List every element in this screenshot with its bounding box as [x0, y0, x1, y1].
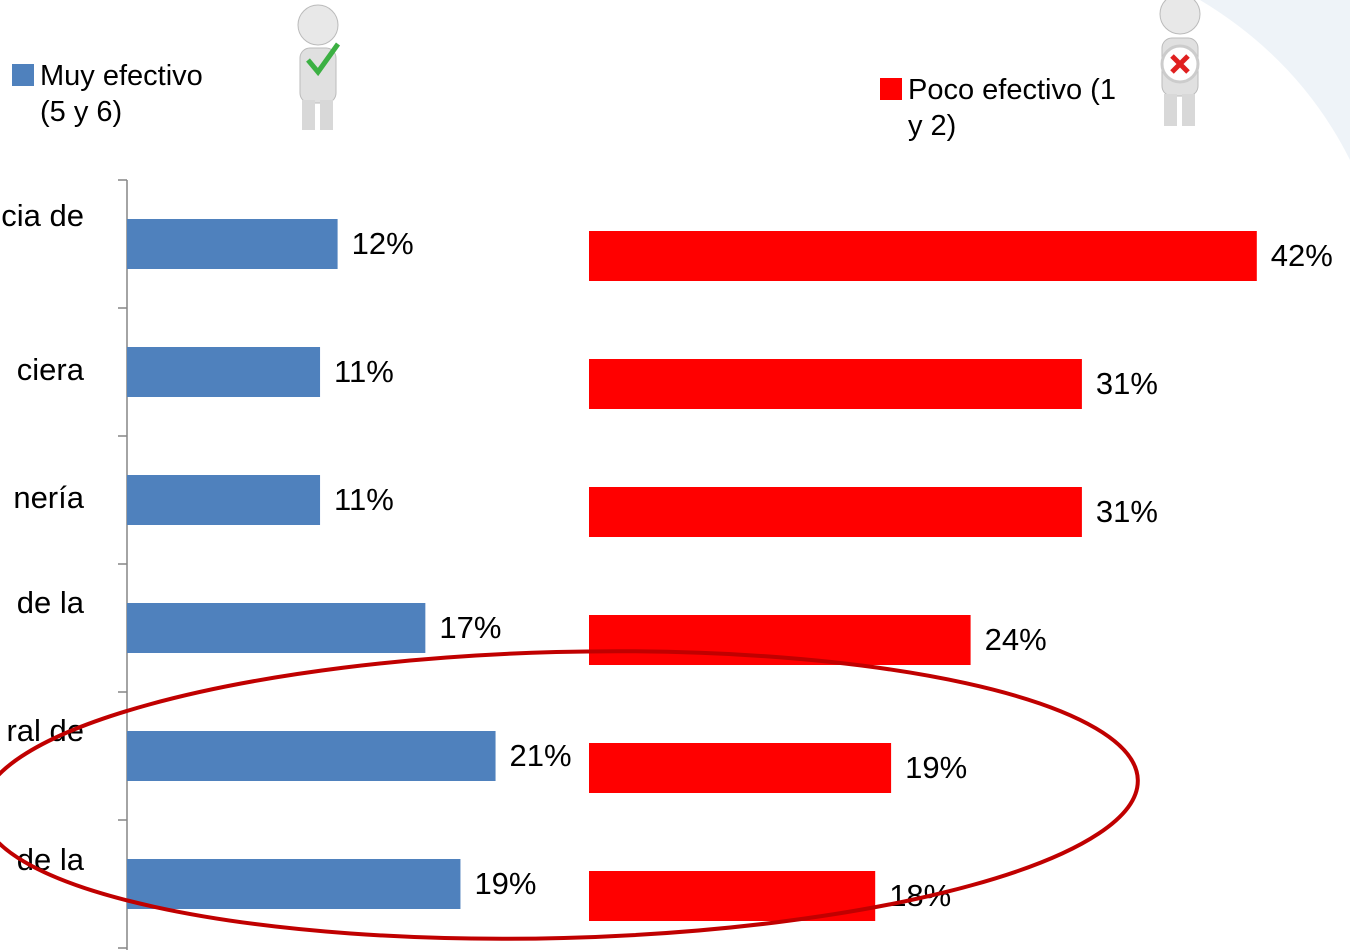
- value-label: 19%: [905, 750, 967, 785]
- legend-label: Muy efectivo (5 y 6): [40, 60, 203, 128]
- figure-check: [297, 4, 341, 130]
- legend-swatch: [12, 64, 34, 86]
- category-label: ciera: [17, 352, 85, 387]
- decor: [1200, 0, 1350, 160]
- value-label: 11%: [334, 354, 394, 389]
- bar: [127, 859, 461, 909]
- value-label: 31%: [1096, 494, 1158, 529]
- bar: [589, 231, 1257, 281]
- bar: [589, 487, 1082, 537]
- bar: [589, 743, 892, 793]
- value-label: 42%: [1271, 238, 1333, 273]
- category-label: nería: [13, 480, 84, 515]
- bar: [589, 359, 1082, 409]
- value-label: 24%: [985, 622, 1047, 657]
- bar: [127, 347, 321, 397]
- bar: [127, 731, 496, 781]
- value-label: 19%: [474, 866, 536, 901]
- bar: [127, 475, 321, 525]
- figure-cross: [1159, 0, 1201, 126]
- highlight-ellipse: [0, 649, 1140, 941]
- bar: [589, 871, 876, 921]
- category-label: de la: [17, 842, 85, 877]
- legend-label: Poco efectivo (1 y 2): [908, 74, 1116, 142]
- value-label: 31%: [1096, 366, 1158, 401]
- value-label: 17%: [439, 610, 501, 645]
- category-label: cia de: [1, 198, 84, 233]
- category-label: de la: [17, 585, 85, 620]
- bar: [127, 219, 338, 269]
- value-label: 11%: [334, 482, 394, 517]
- value-label: 12%: [352, 226, 414, 261]
- value-label: 21%: [510, 738, 572, 773]
- legend-swatch: [880, 78, 902, 100]
- value-label: 18%: [889, 878, 951, 913]
- bar: [127, 603, 426, 653]
- legend-entry: Poco efectivo (1 y 2): [880, 72, 1140, 144]
- legend-entry: Muy efectivo (5 y 6): [12, 58, 262, 130]
